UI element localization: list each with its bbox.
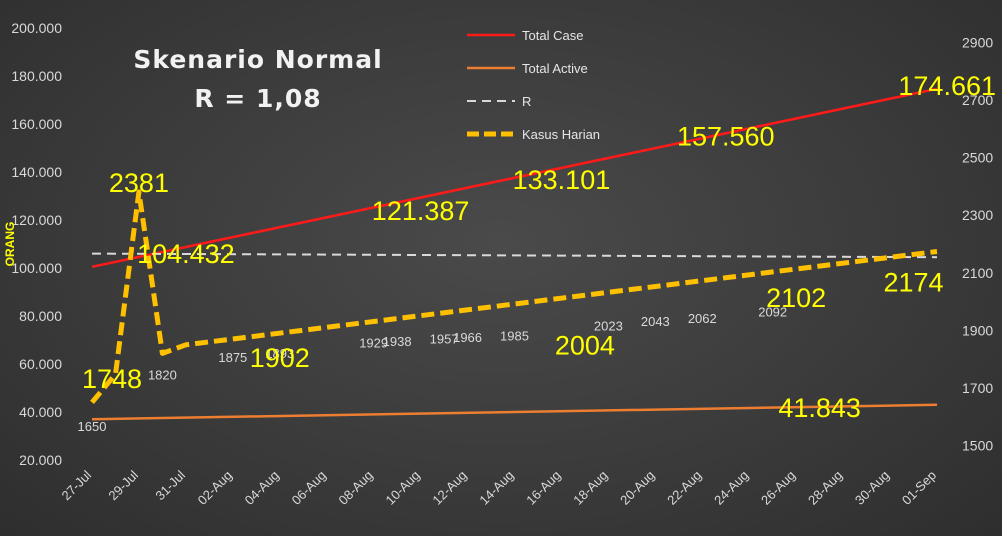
series-line-kasus-harian (90, 189, 938, 405)
x-tick-label: 29-Jul (105, 467, 141, 503)
series-line-r (91, 252, 938, 259)
x-tick-label: 06-Aug (289, 468, 329, 508)
highlight-label: 133.101 (513, 165, 611, 195)
y-axis-label: ORANG (3, 222, 17, 267)
y-right-tick-label: 2900 (962, 34, 993, 50)
series-line-total-case (91, 87, 938, 269)
data-label: 2043 (641, 314, 670, 329)
y-left-tick-label: 40.000 (19, 404, 62, 420)
legend-entry: Total Active (522, 61, 588, 76)
x-tick-label: 31-Jul (152, 467, 188, 503)
y-right-tick-label: 2300 (962, 207, 993, 223)
data-label: 1957 (430, 331, 459, 346)
x-tick-label: 16-Aug (523, 468, 563, 508)
x-tick-label: 14-Aug (476, 468, 516, 508)
highlight-label: 1902 (250, 343, 310, 373)
highlight-label: 41.843 (778, 393, 861, 423)
x-tick-label: 08-Aug (336, 468, 376, 508)
y-left-tick-label: 120.000 (11, 212, 62, 228)
x-tick-label: 04-Aug (242, 468, 282, 508)
data-label: 1985 (500, 328, 529, 343)
y-right-tick-label: 1700 (962, 380, 993, 396)
y-left-tick-label: 140.000 (11, 164, 62, 180)
data-label: 2023 (594, 318, 623, 333)
x-tick-label: 10-Aug (382, 468, 422, 508)
chart-title: Skenario Normal (133, 45, 382, 74)
x-tick-label: 28-Aug (805, 468, 845, 508)
y-left-tick-label: 80.000 (19, 308, 62, 324)
y-left-tick-label: 20.000 (19, 452, 62, 468)
highlight-label: 2102 (766, 283, 826, 313)
data-label: 1820 (148, 367, 177, 382)
data-label: 1650 (78, 419, 107, 434)
data-label: 1875 (218, 350, 247, 365)
highlight-label: 104.432 (137, 239, 235, 269)
highlight-label: 157.560 (677, 122, 775, 152)
highlight-label: 1748 (82, 364, 142, 394)
data-label: 1893 (265, 346, 294, 361)
data-label: 2062 (688, 311, 717, 326)
highlight-label: 121.387 (372, 196, 470, 226)
x-tick-label: 12-Aug (429, 468, 469, 508)
y-right-tick-label: 2100 (962, 265, 993, 281)
data-label: 1938 (383, 334, 412, 349)
y-left-tick-label: 200.000 (11, 20, 62, 36)
data-label: 2092 (758, 305, 787, 320)
y-left-tick-label: 100.000 (11, 260, 62, 276)
y-right-tick-label: 1900 (962, 322, 993, 338)
x-tick-label: 20-Aug (617, 468, 657, 508)
chart-subtitle: R = 1,08 (194, 84, 321, 113)
data-label: 1929 (359, 336, 388, 351)
highlight-label: 2174 (883, 268, 943, 298)
y-right-tick-label: 2500 (962, 150, 993, 166)
y-right-tick-label: 1500 (962, 438, 993, 454)
series-line-total-active (91, 403, 938, 421)
y-left-tick-label: 60.000 (19, 356, 62, 372)
data-label: 1966 (453, 330, 482, 345)
legend-entry: Total Case (522, 28, 583, 43)
x-tick-label: 30-Aug (852, 468, 892, 508)
x-tick-label: 01-Sep (899, 468, 939, 508)
highlight-label: 2004 (555, 330, 615, 360)
legend-entry: R (522, 94, 531, 109)
legend-entry: Kasus Harian (522, 127, 600, 142)
highlight-label: 174.661 (898, 71, 996, 101)
x-tick-label: 24-Aug (711, 468, 751, 508)
x-tick-label: 22-Aug (664, 468, 704, 508)
y-left-tick-label: 160.000 (11, 116, 62, 132)
y-left-tick-label: 180.000 (11, 68, 62, 84)
x-tick-label: 18-Aug (570, 468, 610, 508)
x-tick-label: 02-Aug (195, 468, 235, 508)
x-tick-label: 26-Aug (758, 468, 798, 508)
highlight-label: 2381 (109, 168, 169, 198)
y-right-tick-label: 2700 (962, 92, 993, 108)
x-tick-label: 27-Jul (58, 467, 94, 503)
